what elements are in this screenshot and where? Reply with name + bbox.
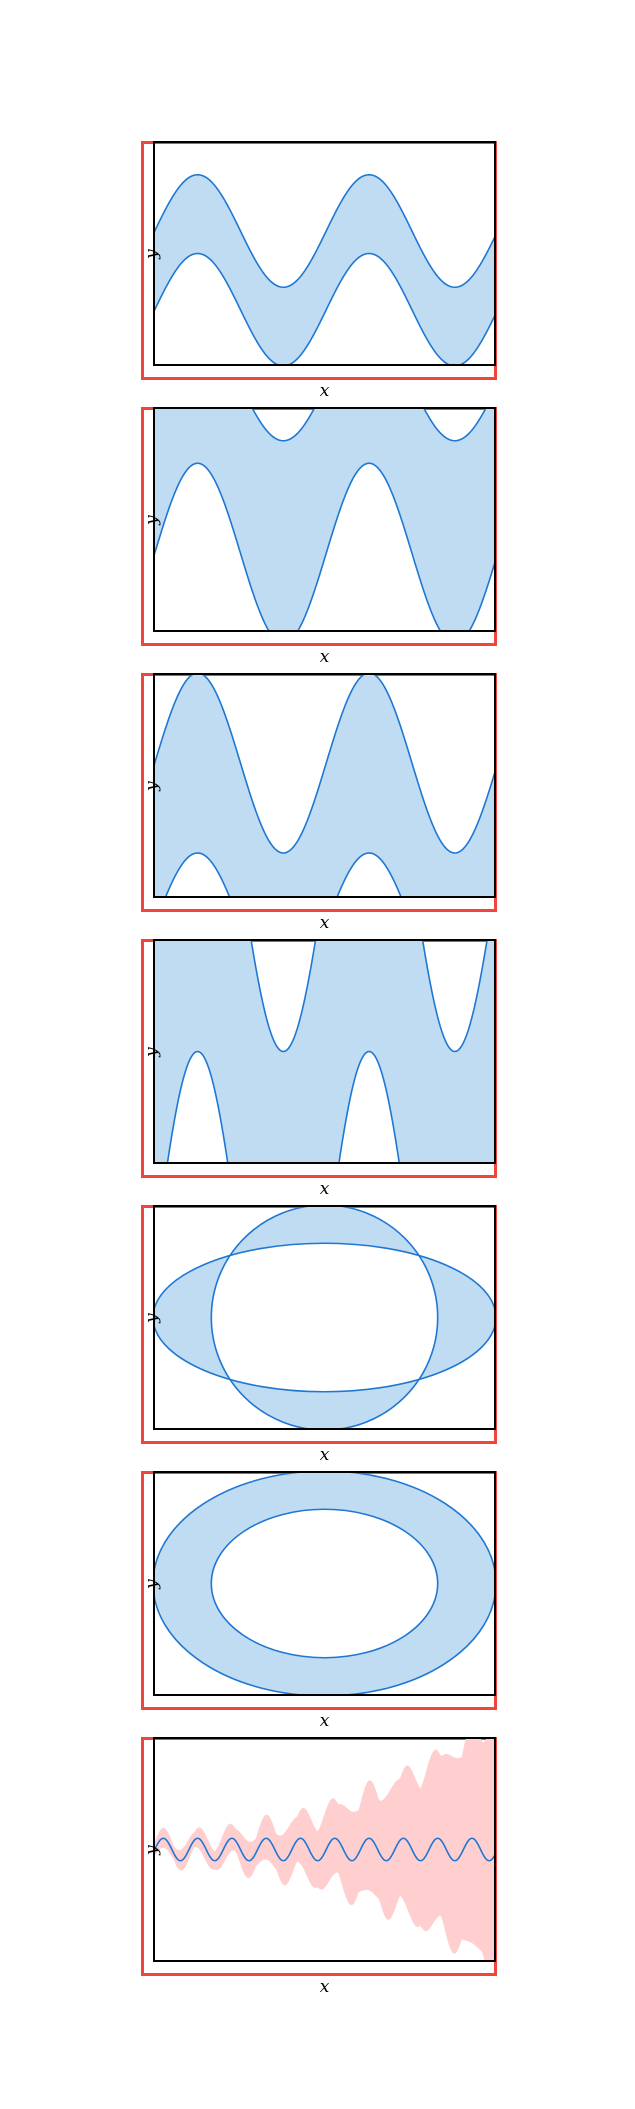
shape-outline-1 xyxy=(153,1242,496,1393)
x-axis-label-2: x xyxy=(319,647,330,667)
x-axis-label-3: x xyxy=(319,913,330,933)
series-line-upper xyxy=(153,673,496,854)
plot-area-5 xyxy=(153,1205,496,1430)
uncertainty-band xyxy=(153,1737,496,1962)
y-axis-label-3: y xyxy=(142,781,162,791)
plot-area-3 xyxy=(153,673,496,898)
series-line-mean xyxy=(153,1837,496,1862)
fill-region xyxy=(153,174,496,366)
axes-frame-4 xyxy=(153,939,496,1164)
series-line-lower xyxy=(164,852,403,898)
plot-area-1 xyxy=(153,173,496,366)
y-axis-label-2: y xyxy=(142,515,162,525)
series-line-lower xyxy=(166,1050,401,1164)
shape-outline-2 xyxy=(210,1508,439,1659)
series-line-upper xyxy=(250,407,488,442)
plot-area-6 xyxy=(153,1471,496,1696)
plot-area-4 xyxy=(153,939,496,1164)
y-axis-label-6: y xyxy=(142,1579,162,1589)
shape-outline-2 xyxy=(210,1205,439,1430)
x-axis-label-1: x xyxy=(319,381,330,401)
axes-frame-7 xyxy=(153,1737,496,1962)
x-axis-label-4: x xyxy=(319,1179,330,1199)
plot-area-7 xyxy=(153,1737,496,1962)
x-axis-label-5: x xyxy=(319,1445,330,1465)
axes-frame-3 xyxy=(153,673,496,898)
plot-area-2 xyxy=(153,407,496,632)
fill-region xyxy=(153,939,496,1164)
y-axis-label-1: y xyxy=(142,249,162,259)
x-axis-label-7: x xyxy=(319,1977,330,1997)
fill-region xyxy=(153,1471,496,1696)
series-line-lower xyxy=(153,252,496,366)
y-axis-label-7: y xyxy=(142,1845,162,1855)
x-axis-label-6: x xyxy=(319,1711,330,1731)
fill-region xyxy=(153,407,496,632)
axes-frame-2 xyxy=(153,407,496,632)
series-line-upper xyxy=(153,173,496,289)
y-axis-label-5: y xyxy=(142,1313,162,1323)
axes-frame-5 xyxy=(153,1205,496,1430)
fill-region xyxy=(153,673,496,898)
axes-frame-6 xyxy=(153,1471,496,1696)
axes-frame-1 xyxy=(153,141,496,366)
series-line-lower xyxy=(153,462,496,632)
series-line-upper xyxy=(250,939,489,1053)
y-axis-label-4: y xyxy=(142,1047,162,1057)
